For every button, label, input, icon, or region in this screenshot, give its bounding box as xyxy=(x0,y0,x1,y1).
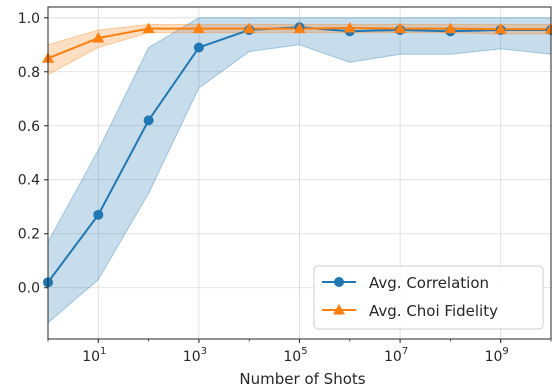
y-tick-label: 0.4 xyxy=(18,173,40,189)
data-point-choi-fidelity xyxy=(92,32,105,43)
x-tick-label: 105 xyxy=(283,346,307,365)
legend: Avg. Correlation Avg. Choi Fidelity xyxy=(313,265,544,330)
x-tick-label: 109 xyxy=(485,346,509,365)
data-point-choi-fidelity xyxy=(293,22,306,34)
data-point-choi-fidelity xyxy=(394,22,407,34)
data-point-choi-fidelity xyxy=(343,22,356,33)
y-tick-label: 0.8 xyxy=(18,65,40,81)
y-tick-label: 0.0 xyxy=(18,281,40,297)
data-point-choi-fidelity xyxy=(545,23,552,34)
x-tick-label: 103 xyxy=(183,346,207,365)
x-axis-ticks: 101 103 105 107 109 xyxy=(47,339,552,365)
data-point-choi-fidelity xyxy=(494,23,507,34)
x-tick-exponent: 9 xyxy=(502,346,508,357)
x-tick-label: 107 xyxy=(384,346,408,365)
x-tick-base: 10 xyxy=(485,349,503,365)
x-tick-exponent: 5 xyxy=(301,346,307,357)
data-point-choi-fidelity xyxy=(142,22,155,34)
legend-label: Avg. Choi Fidelity xyxy=(369,302,498,320)
legend-label: Avg. Correlation xyxy=(369,274,489,292)
data-point-correlation xyxy=(143,115,154,126)
x-tick-base: 10 xyxy=(283,349,301,365)
legend-box xyxy=(313,265,544,330)
x-tick-exponent: 3 xyxy=(201,346,207,357)
legend-marker-triangle xyxy=(333,304,345,315)
y-tick-label: 0.6 xyxy=(18,119,40,135)
data-point-choi-fidelity xyxy=(444,22,457,34)
x-tick-base: 10 xyxy=(82,349,100,365)
x-tick-exponent: 7 xyxy=(402,346,408,357)
data-point-correlation xyxy=(93,209,104,220)
y-tick-label: 0.2 xyxy=(18,227,40,243)
data-point-choi-fidelity xyxy=(192,22,205,34)
x-axis-label: Number of Shots xyxy=(239,370,365,387)
data-point-choi-fidelity xyxy=(243,22,256,34)
y-axis-ticks: 0.0 0.2 0.4 0.6 0.8 1.0 xyxy=(18,11,48,297)
x-tick-label: 101 xyxy=(82,346,106,365)
series-markers xyxy=(42,22,552,288)
x-tick-base: 10 xyxy=(183,349,201,365)
x-tick-exponent: 1 xyxy=(100,346,106,357)
y-tick-label: 1.0 xyxy=(18,11,40,27)
data-point-correlation xyxy=(193,42,204,53)
x-tick-base: 10 xyxy=(384,349,402,365)
legend-marker-circle xyxy=(334,277,344,287)
